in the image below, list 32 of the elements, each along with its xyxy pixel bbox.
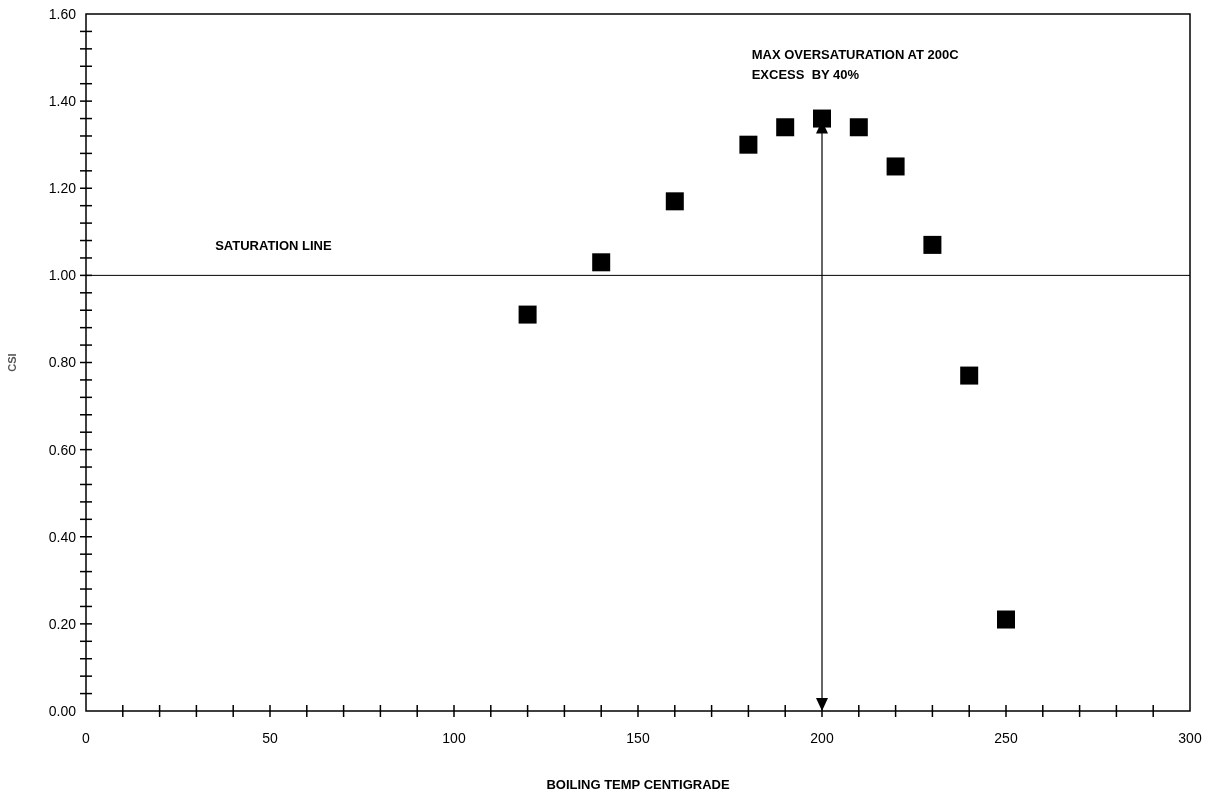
point (997, 610, 1015, 629)
point (960, 366, 979, 385)
y-tick-label: 1.60 (48, 5, 77, 22)
y-tick-label: 1.40 (48, 93, 77, 110)
y-tick-label: 0.40 (48, 528, 77, 545)
point (776, 118, 795, 137)
x-tick-label: 300 (1178, 730, 1202, 746)
x-tick-label: 0 (82, 730, 91, 746)
y-tick-label: 0.00 (48, 702, 77, 719)
point (739, 135, 758, 154)
y-tick-label: 0.20 (48, 615, 77, 632)
point (849, 118, 868, 137)
point (592, 253, 611, 272)
point (813, 109, 831, 128)
y-tick-label: 1.20 (48, 180, 77, 197)
point (518, 305, 537, 324)
y-tick-label: 0.80 (48, 354, 77, 371)
y-tick-label: 0.60 (48, 441, 77, 458)
x-tick-label: 50 (262, 730, 278, 746)
x-tick-label: 250 (994, 730, 1018, 746)
annotation: EXCESS BY 40% (751, 67, 860, 82)
point (665, 192, 684, 211)
x-axis-title: BOILING TEMP CENTIGRADE (546, 777, 730, 792)
y-tick-label: 1.00 (48, 267, 77, 284)
x-tick-label: 150 (626, 730, 650, 746)
x-tick-label: 100 (442, 730, 466, 746)
y-axis-title: CSI (6, 353, 18, 372)
x-tick-label: 200 (810, 730, 834, 746)
point (923, 235, 942, 254)
point (886, 157, 905, 176)
ref-line-label: SATURATION LINE (215, 238, 333, 254)
annotation: MAX OVERSATURATION AT 200C (751, 47, 960, 62)
